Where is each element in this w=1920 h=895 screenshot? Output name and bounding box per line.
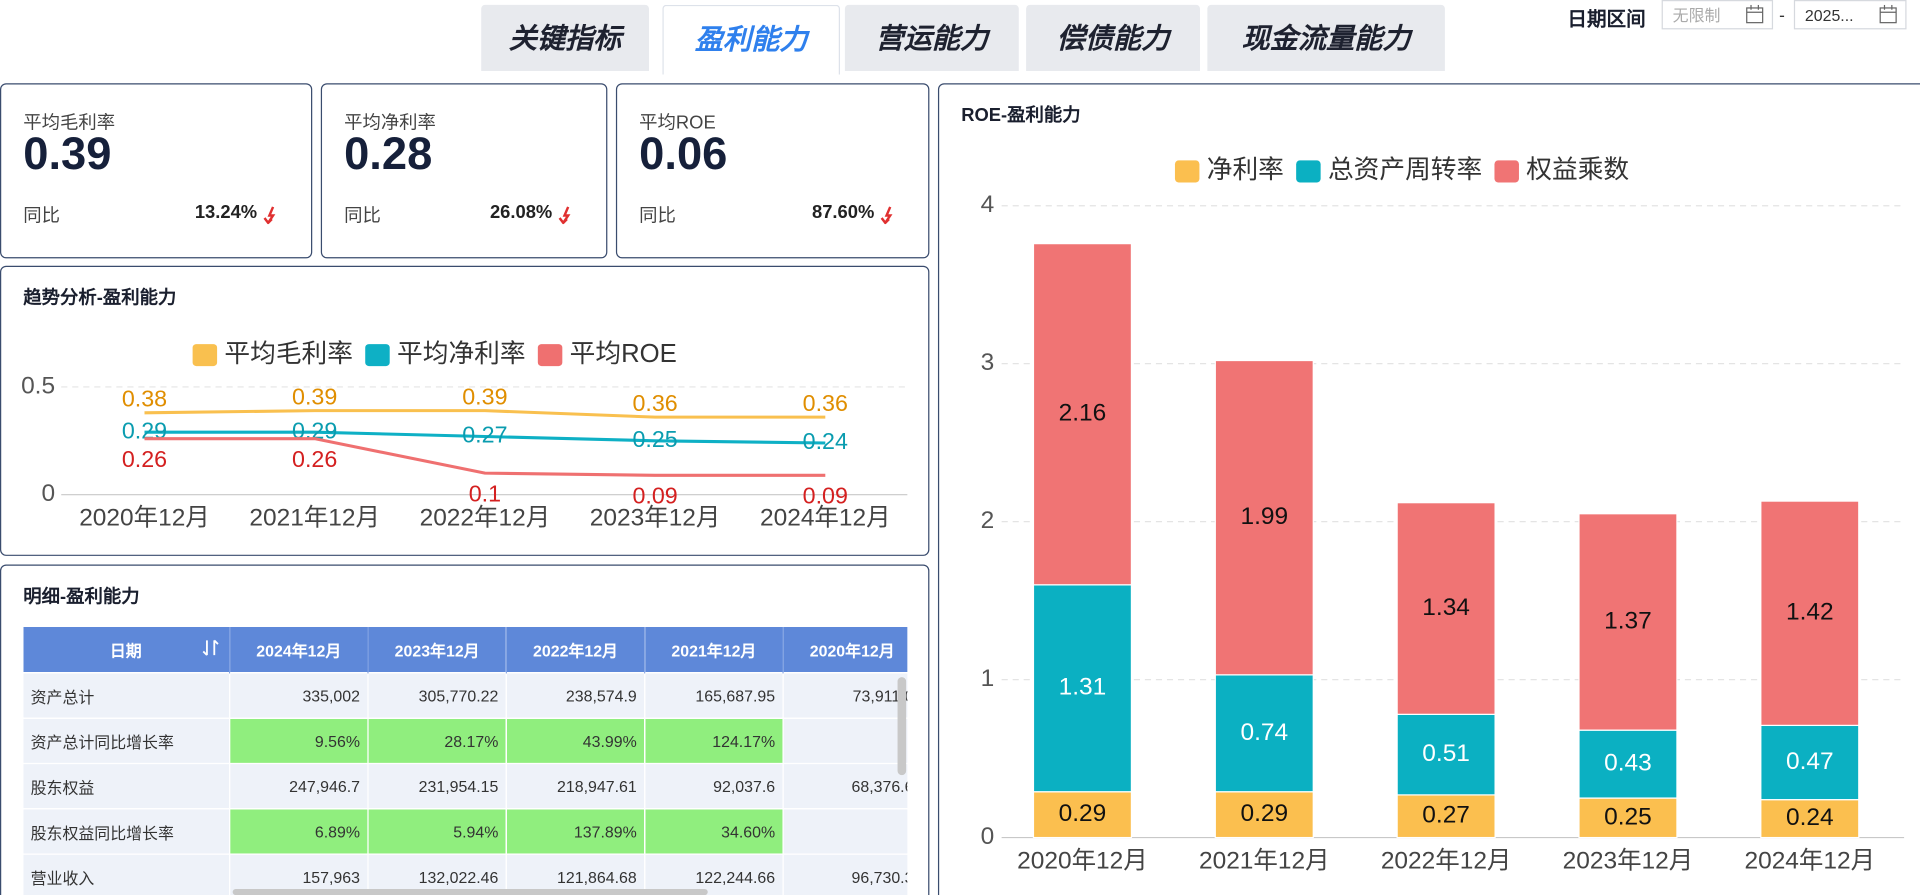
table-cell: 73,911.0 bbox=[782, 672, 908, 719]
table-cell: 335,002 bbox=[228, 672, 369, 719]
card-title: 趋势分析-盈利能力 bbox=[23, 287, 177, 309]
row-label: 资产总计同比增长率 bbox=[22, 717, 231, 765]
table-cell: 122,244.66 bbox=[644, 853, 784, 895]
table-cell: 137.89% bbox=[505, 808, 646, 855]
kpi-value: 0.06 bbox=[639, 128, 728, 179]
table-row: 股东权益 247,946.7 231,954.15 218,947.61 92,037.… bbox=[22, 762, 908, 810]
header-cell[interactable]: 2020年12月 bbox=[783, 626, 908, 673]
header-cell[interactable]: 2022年12月 bbox=[506, 626, 646, 673]
kpi-label: 平均净利率 bbox=[344, 112, 436, 134]
table-cell: 6.89% bbox=[228, 808, 369, 855]
table-cell bbox=[782, 808, 908, 855]
table-cell: 157,963 bbox=[228, 853, 369, 895]
kpi-label: 平均ROE bbox=[639, 112, 716, 134]
table: 日期 2024年12月 2023年12月 2022年12月 2021年12月 2020年1… bbox=[22, 626, 908, 895]
calendar-icon bbox=[1879, 4, 1897, 24]
table-cell: 28.17% bbox=[367, 717, 507, 765]
kpi-card: 平均净利率 0.28 同比 26.08% bbox=[320, 83, 608, 259]
header-cell[interactable]: 2021年12月 bbox=[644, 626, 784, 673]
tab[interactable]: 盈利能力 bbox=[662, 4, 841, 75]
table-row: 资产总计同比增长率 9.56% 28.17% 43.99% 124.17% bbox=[22, 717, 908, 765]
table-cell: 124.17% bbox=[644, 717, 784, 765]
tab[interactable]: 现金流量能力 bbox=[1207, 4, 1445, 72]
trend-card: 趋势分析-盈利能力 bbox=[0, 265, 930, 556]
header-cell[interactable]: 2024年12月 bbox=[229, 626, 369, 673]
table-cell: 9.56% bbox=[228, 717, 369, 765]
date-start[interactable]: 无限制 bbox=[1661, 0, 1774, 30]
arrow bbox=[263, 206, 276, 225]
table-cell: 34.60% bbox=[644, 808, 784, 855]
kpi-yoy-label: 同比 bbox=[639, 205, 676, 227]
row-label: 营业收入 bbox=[22, 853, 231, 895]
tab[interactable]: 营运能力 bbox=[844, 4, 1019, 72]
down-arrow-icon bbox=[879, 204, 896, 225]
table-cell: 132,022.46 bbox=[367, 853, 507, 895]
table-cell: 68,376.6 bbox=[782, 762, 908, 810]
kpi-value: 0.28 bbox=[344, 128, 433, 179]
scrollbar[interactable] bbox=[232, 888, 708, 895]
sort-icon bbox=[202, 638, 219, 661]
row-label: 股东权益 bbox=[22, 762, 231, 810]
date-separator: - bbox=[1779, 4, 1785, 25]
kpi-card: 平均毛利率 0.39 同比 13.24% bbox=[0, 83, 313, 259]
calendar-icon bbox=[1746, 4, 1764, 24]
table-cell: 96,730.3 bbox=[782, 853, 908, 895]
kpi-yoy-label: 同比 bbox=[23, 205, 61, 227]
card-title: 明细-盈利能力 bbox=[23, 586, 140, 608]
arrow bbox=[558, 206, 571, 225]
card-title: ROE-盈利能力 bbox=[961, 105, 1081, 127]
kpi-yoy: 87.60% bbox=[811, 202, 875, 223]
date-end[interactable]: 2025... bbox=[1793, 0, 1907, 30]
header-row: 日期 2024年12月 2023年12月 2022年12月 2021年12月 2020年1… bbox=[22, 626, 908, 673]
table-cell: 231,954.15 bbox=[367, 762, 507, 810]
detail-table: 日期 2024年12月 2023年12月 2022年12月 2021年12月 2020年1… bbox=[22, 626, 908, 895]
table-cell: 218,947.61 bbox=[505, 762, 646, 810]
table-cell: 92,037.6 bbox=[644, 762, 784, 810]
kpi-yoy: 26.08% bbox=[489, 202, 553, 223]
table-row: 资产总计 335,002 305,770.22 238,574.9 165,687.95… bbox=[22, 672, 908, 719]
table-cell: 165,687.95 bbox=[644, 672, 784, 719]
kpi-yoy: 13.24% bbox=[194, 202, 258, 223]
arrow bbox=[880, 206, 893, 225]
row-label: 资产总计 bbox=[22, 672, 231, 719]
kpi-yoy-label: 同比 bbox=[344, 205, 381, 227]
table-cell bbox=[782, 717, 908, 765]
down-arrow-icon bbox=[262, 204, 279, 225]
sort bbox=[202, 639, 219, 656]
tab[interactable]: 关键指标 bbox=[481, 4, 649, 72]
table-cell: 43.99% bbox=[505, 717, 646, 765]
scrollbar[interactable] bbox=[897, 677, 907, 776]
table-cell: 121,864.68 bbox=[505, 853, 646, 895]
kpi-value: 0.39 bbox=[23, 128, 112, 179]
row-label: 股东权益同比增长率 bbox=[22, 808, 231, 855]
table-cell: 305,770.22 bbox=[367, 672, 507, 719]
table-row: 股东权益同比增长率 6.89% 5.94% 137.89% 34.60% bbox=[22, 808, 908, 855]
table-cell: 5.94% bbox=[367, 808, 507, 855]
roe-card: ROE-盈利能力 bbox=[937, 83, 1920, 895]
kpi-card: 平均ROE 0.06 同比 87.60% bbox=[615, 83, 930, 259]
tab[interactable]: 偿债能力 bbox=[1026, 4, 1201, 72]
table-row: 营业收入 157,963 132,022.46 121,864.68 122,244.6… bbox=[22, 853, 908, 895]
table-cell: 238,574.9 bbox=[505, 672, 646, 719]
header-cell[interactable]: 日期 bbox=[22, 626, 231, 673]
kpi-label: 平均毛利率 bbox=[23, 112, 116, 134]
table-cell: 247,946.7 bbox=[228, 762, 369, 810]
header-cell[interactable]: 2023年12月 bbox=[367, 626, 507, 673]
date-range-label: 日期区间 bbox=[1567, 9, 1646, 31]
down-arrow-icon bbox=[557, 204, 574, 225]
